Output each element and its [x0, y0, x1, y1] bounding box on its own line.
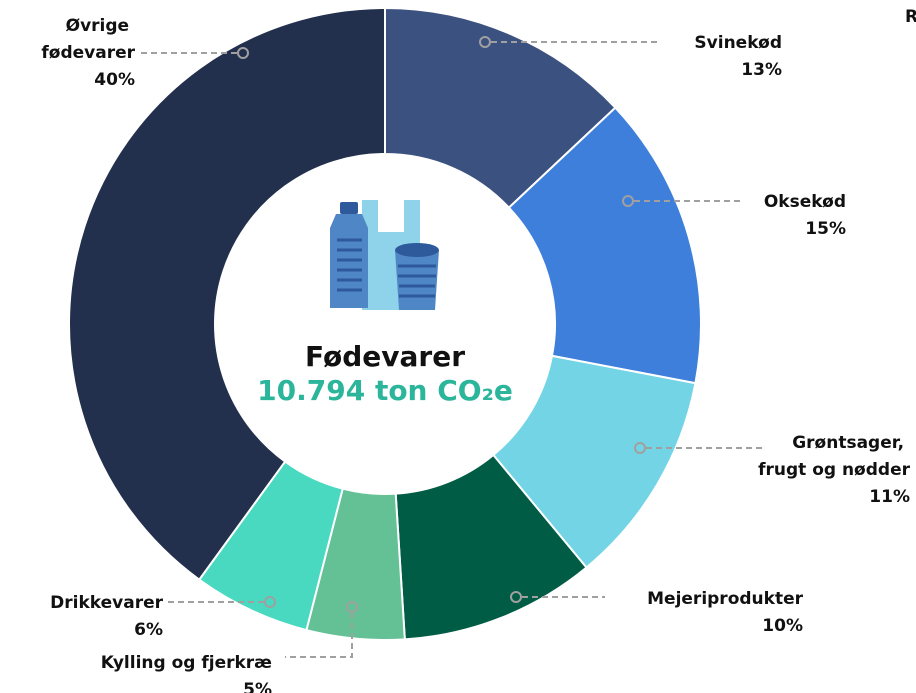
leader-marker: [634, 442, 646, 454]
value-label: 13%: [741, 60, 782, 80]
leader-marker: [264, 596, 276, 608]
donut-segment: [68, 6, 386, 582]
center-icon: [330, 200, 439, 310]
value-label: 40%: [94, 70, 135, 90]
leader-marker: [479, 36, 491, 48]
value-label: 10%: [762, 616, 803, 636]
category-label: Svinekød: [694, 33, 782, 53]
clipped-text: R: [905, 7, 916, 27]
leader-line: [285, 613, 353, 658]
value-label: 5%: [243, 680, 272, 693]
value-label: 11%: [869, 487, 910, 507]
category-label: Grøntsager, frugt og nødder: [758, 433, 911, 480]
value-label: 6%: [134, 620, 163, 640]
leader-marker: [510, 591, 522, 603]
leader-marker: [346, 601, 358, 613]
chart-subtitle: 10.794 ton CO₂e: [257, 374, 513, 407]
leader-marker: [237, 47, 249, 59]
category-label: Oksekød: [764, 192, 846, 212]
chart-title: Fødevarer: [305, 340, 465, 373]
donut-segment: [507, 106, 702, 385]
category-label: Mejeriprodukter: [647, 589, 803, 609]
value-label: 15%: [805, 219, 846, 239]
category-label: Øvrige fødevarer: [41, 16, 135, 63]
donut-segment: [384, 6, 617, 210]
category-label: Drikkevarer: [50, 593, 163, 613]
leader-marker: [622, 195, 634, 207]
category-label: Kylling og fjerkræ: [101, 653, 272, 673]
